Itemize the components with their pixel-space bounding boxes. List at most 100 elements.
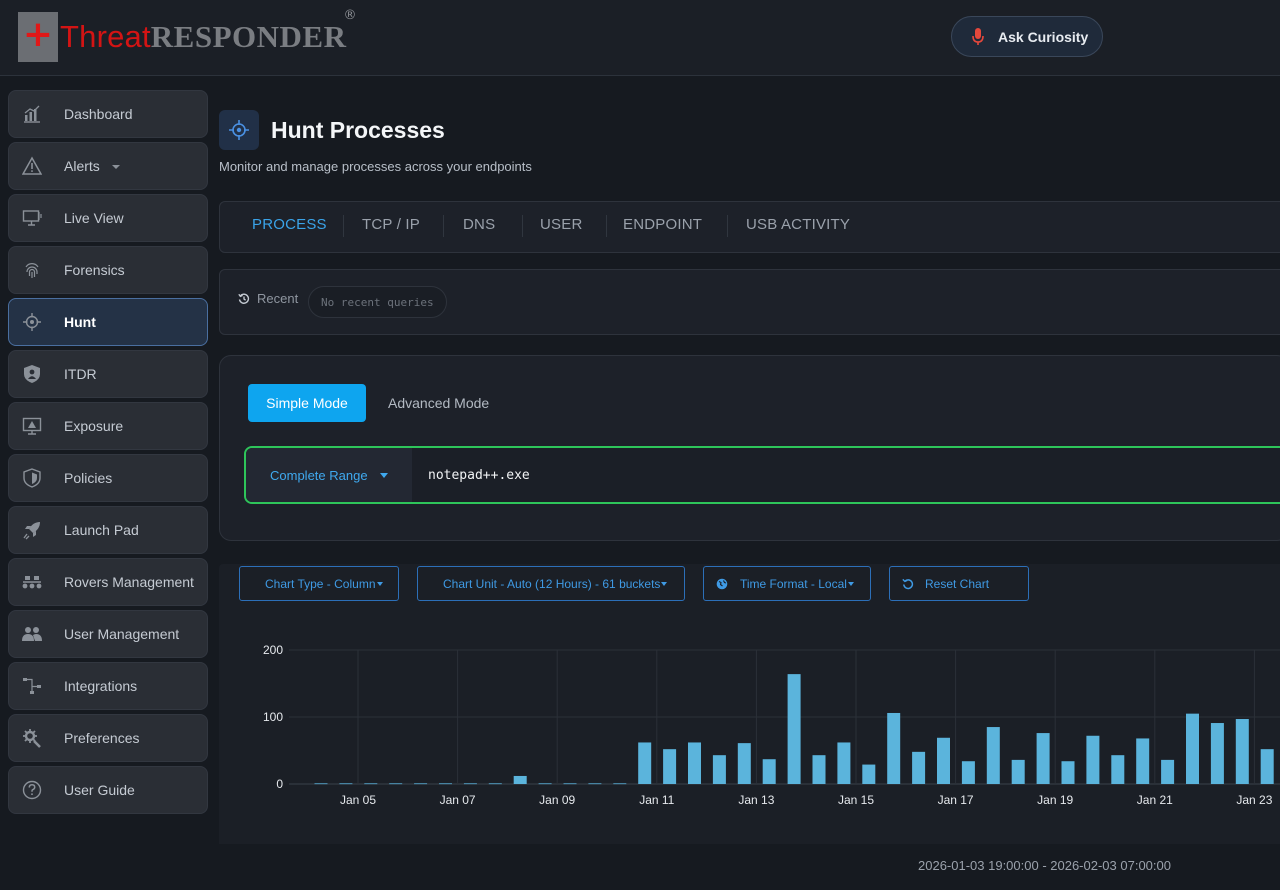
tab-process[interactable]: PROCESS [252,216,327,233]
sidebar-item-forensics[interactable]: Forensics [8,246,208,294]
exposure-monitor-icon [21,415,43,437]
hunt-tabs: PROCESS TCP / IP DNS USER ENDPOINT USB A… [219,201,1280,253]
simple-mode-button[interactable]: Simple Mode [248,384,366,422]
reset-chart-label: Reset Chart [925,576,990,591]
recent-label: Recent [238,291,298,306]
sidebar-item-hunt[interactable]: Hunt [8,298,208,346]
page-subtitle: Monitor and manage processes across your… [219,159,532,174]
time-format-dropdown[interactable]: Time Format - Local [703,566,871,601]
live-view-icon [21,207,43,229]
ask-curiosity-button[interactable]: Ask Curiosity [951,16,1103,57]
x-tick-label: Jan 23 [1236,793,1272,807]
reset-chart-button[interactable]: Reset Chart [889,566,1029,601]
sidebar-item-integrations[interactable]: Integrations [8,662,208,710]
crosshair-icon [21,311,43,333]
x-tick-label: Jan 11 [639,793,674,807]
chart-type-dropdown[interactable]: Chart Type - Column [239,566,399,601]
tab-divider [606,215,607,237]
sidebar-item-label: ITDR [64,366,97,382]
sidebar-item-user-guide[interactable]: User Guide [8,766,208,814]
range-dropdown[interactable]: Complete Range [246,448,412,502]
chart-bar [463,783,477,785]
chart-bar [787,674,801,784]
sidebar-item-policies[interactable]: Policies [8,454,208,502]
microphone-icon [972,27,984,45]
sidebar-item-rovers-management[interactable]: Rovers Management [8,558,208,606]
chart-bar [912,751,926,784]
search-box: Complete Range [244,446,1280,504]
chart-unit-dropdown[interactable]: Chart Unit - Auto (12 Hours) - 61 bucket… [417,566,685,601]
chart-bar [1161,759,1175,784]
x-tick-label: Jan 21 [1137,793,1173,807]
chart-bar [737,743,751,784]
chart-bar [414,783,428,785]
chart-bar [762,759,776,784]
sidebar-item-exposure[interactable]: Exposure [8,402,208,450]
chevron-down-icon [661,581,668,586]
threatresponder-logo[interactable]: + Threat RESPONDER ® [18,8,357,62]
advanced-mode-button[interactable]: Advanced Mode [388,395,490,411]
chart-bar [837,742,851,784]
sidebar-item-preferences[interactable]: Preferences [8,714,208,762]
sidebar-item-label: Hunt [64,314,96,330]
top-bar: + Threat RESPONDER ® Ask Curiosity [0,0,1280,76]
sidebar-item-itdr[interactable]: ITDR [8,350,208,398]
chart-bar [812,755,826,784]
chart-bar [1260,749,1274,784]
process-count-chart: 0 100 200 Jan 05 Jan 07 Jan 09 Jan 11 Jan 13 Jan… [263,643,1280,807]
chart-bar [314,783,328,785]
time-format-label: Time Format - Local [740,576,847,591]
sidebar-item-label: User Management [64,626,180,642]
x-tick-label: Jan 19 [1037,793,1073,807]
rovers-icon [21,571,43,593]
chart-type-label: Chart Type - Column [265,576,376,591]
sidebar-item-label: Preferences [64,730,140,746]
process-search-input[interactable] [428,465,1280,485]
reset-icon [902,578,914,589]
globe-icon [716,578,728,589]
chart-time-range: 2026-01-03 19:00:00 - 2026-02-03 07:00:0… [918,858,1171,873]
hunt-page-icon [219,110,259,150]
chevron-down-icon [379,472,388,478]
tab-user[interactable]: USER [540,216,583,233]
sidebar-item-user-management[interactable]: User Management [8,610,208,658]
tab-usb-activity[interactable]: USB ACTIVITY [746,216,851,233]
sidebar-item-label: Dashboard [64,106,133,122]
query-panel: Simple Mode Advanced Mode Complete Range [219,355,1280,541]
sidebar-item-dashboard[interactable]: Dashboard [8,90,208,138]
tab-divider [727,215,728,237]
sidebar-item-label: Policies [64,470,113,486]
chart-bar [1086,735,1100,784]
tab-divider [343,215,344,237]
chart-bar [986,727,1000,784]
chevron-down-icon [847,581,854,586]
sidebar-item-label: Rovers Management [64,574,194,590]
y-tick-label: 100 [263,710,283,724]
x-tick-label: Jan 15 [838,793,874,807]
tab-divider [522,215,523,237]
y-tick-label: 200 [263,643,283,657]
tab-tcp-ip[interactable]: TCP / IP [362,216,421,233]
tab-dns[interactable]: DNS [463,216,496,233]
tab-endpoint[interactable]: ENDPOINT [623,216,703,233]
chart-bar [513,775,527,784]
logo-plus-badge: + [18,12,58,62]
sidebar-item-label: Alerts [64,158,100,174]
page-title: Hunt Processes [271,117,445,143]
logo-text-threat: Threat [60,19,151,54]
integrations-icon [21,675,43,697]
sidebar-item-live-view[interactable]: Live View [8,194,208,242]
sidebar-item-label: User Guide [64,782,135,798]
chart-bar [588,783,602,785]
sidebar-item-alerts[interactable]: Alerts [8,142,208,190]
registered-mark: ® [343,8,357,23]
sidebar-item-label: Launch Pad [64,522,139,538]
chevron-down-icon [376,581,383,586]
chart-bar [1111,755,1125,784]
y-tick-label: 0 [276,777,283,791]
chart-bar [663,749,677,784]
chart-bar [887,712,901,784]
sidebar-item-launch-pad[interactable]: Launch Pad [8,506,208,554]
sidebar-item-label: Forensics [64,262,125,278]
dashboard-icon [21,103,43,125]
